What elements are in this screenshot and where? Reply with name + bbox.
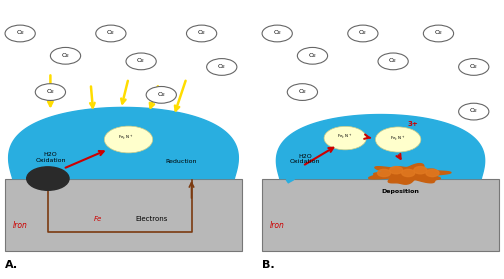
Circle shape xyxy=(390,167,403,174)
Text: Fe$_c$ N$^+$: Fe$_c$ N$^+$ xyxy=(390,134,406,143)
Text: O$_2$: O$_2$ xyxy=(469,107,478,116)
Text: O$_2$: O$_2$ xyxy=(46,87,55,96)
Circle shape xyxy=(414,167,427,174)
Circle shape xyxy=(146,86,176,103)
Bar xyxy=(262,179,499,251)
Circle shape xyxy=(375,127,421,152)
Bar xyxy=(5,179,242,251)
Circle shape xyxy=(35,84,66,100)
Text: H2O
Oxidation: H2O Oxidation xyxy=(35,152,66,163)
Text: 3+: 3+ xyxy=(408,121,419,127)
Text: O$_2$: O$_2$ xyxy=(217,62,226,71)
Circle shape xyxy=(262,25,292,42)
Text: Reduction: Reduction xyxy=(166,159,197,164)
Circle shape xyxy=(287,84,318,100)
Polygon shape xyxy=(276,115,485,179)
Text: O$_2$: O$_2$ xyxy=(298,87,307,96)
Text: B.: B. xyxy=(262,260,275,270)
Text: O$_2$: O$_2$ xyxy=(434,28,443,37)
Text: O$_2$: O$_2$ xyxy=(273,28,282,37)
Text: O$_2$: O$_2$ xyxy=(137,56,146,65)
Circle shape xyxy=(27,167,69,190)
Text: Iron: Iron xyxy=(13,222,28,230)
Circle shape xyxy=(324,126,366,150)
Circle shape xyxy=(423,25,454,42)
Text: O$_2$: O$_2$ xyxy=(197,28,206,37)
Text: A.: A. xyxy=(5,260,18,270)
Text: O$_2$: O$_2$ xyxy=(308,51,317,60)
Circle shape xyxy=(459,59,489,75)
Circle shape xyxy=(104,126,153,153)
Circle shape xyxy=(186,25,217,42)
Text: Fe: Fe xyxy=(94,216,102,222)
Text: O$_2$: O$_2$ xyxy=(16,28,25,37)
Circle shape xyxy=(297,47,328,64)
Circle shape xyxy=(426,169,439,177)
Text: O$_2$: O$_2$ xyxy=(61,51,70,60)
Text: Fe$_c$ N$^+$: Fe$_c$ N$^+$ xyxy=(337,133,353,141)
Text: O$_2$: O$_2$ xyxy=(469,62,478,71)
Text: Deposition: Deposition xyxy=(382,189,420,194)
Text: O$_2$: O$_2$ xyxy=(389,56,398,65)
Circle shape xyxy=(5,25,35,42)
Circle shape xyxy=(377,169,391,177)
Circle shape xyxy=(402,169,415,177)
Text: Fe$_c$ N$^+$: Fe$_c$ N$^+$ xyxy=(118,134,134,142)
Circle shape xyxy=(96,25,126,42)
Circle shape xyxy=(126,53,156,70)
Circle shape xyxy=(348,25,378,42)
Polygon shape xyxy=(369,164,451,184)
Polygon shape xyxy=(286,152,303,183)
Text: O$_2$: O$_2$ xyxy=(157,90,166,99)
Text: O$_2$: O$_2$ xyxy=(358,28,367,37)
Text: H2O
Oxidation: H2O Oxidation xyxy=(290,154,320,164)
Circle shape xyxy=(378,53,408,70)
Text: O$_2$: O$_2$ xyxy=(106,28,115,37)
Circle shape xyxy=(459,103,489,120)
Circle shape xyxy=(207,59,237,75)
Text: Electrons: Electrons xyxy=(135,216,167,222)
Circle shape xyxy=(50,47,81,64)
Text: Iron: Iron xyxy=(270,222,285,230)
Polygon shape xyxy=(9,107,238,179)
